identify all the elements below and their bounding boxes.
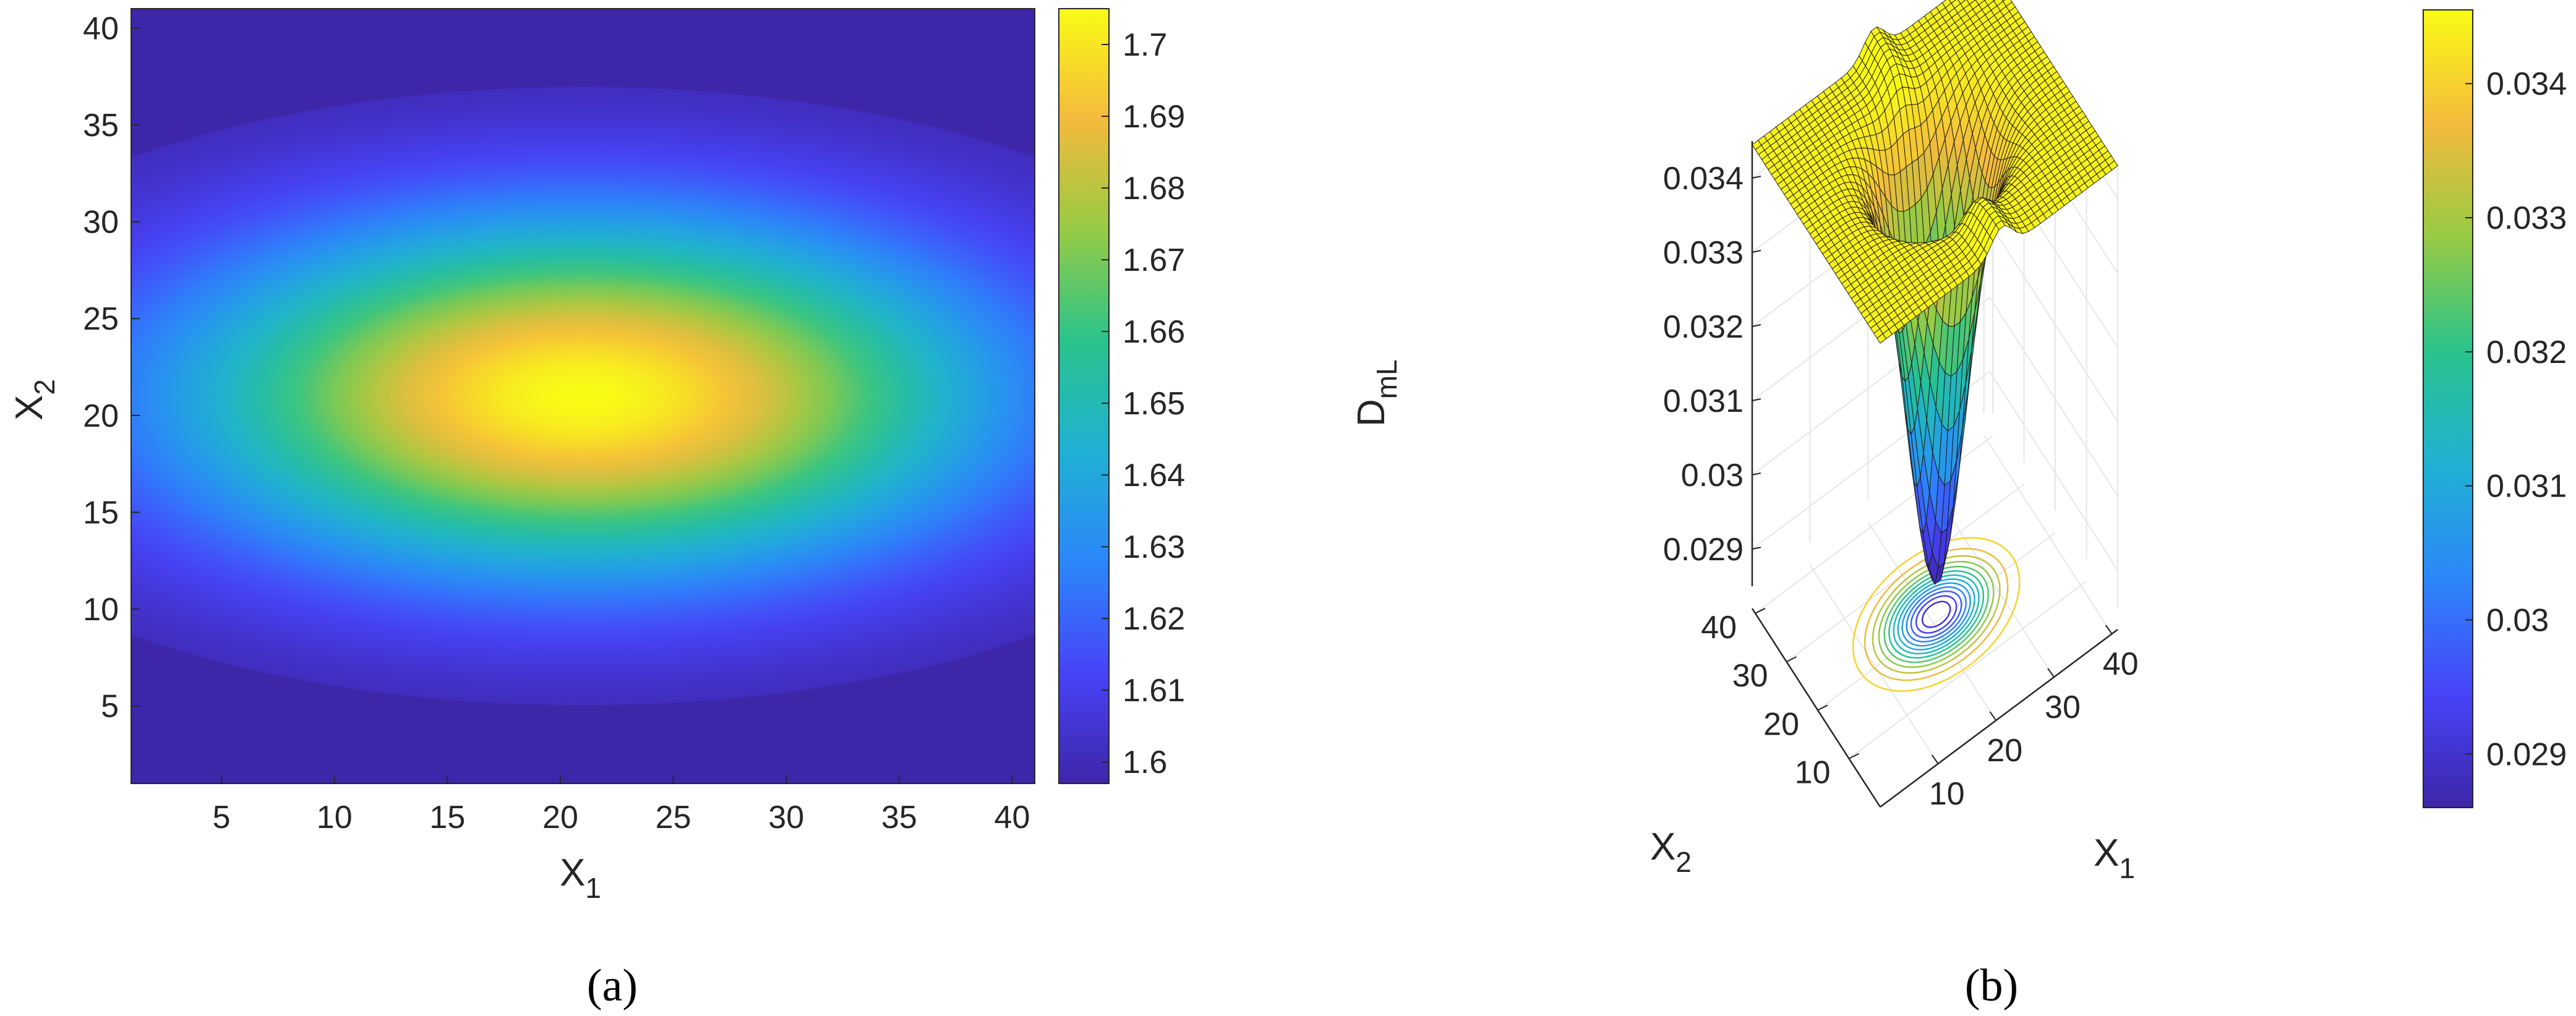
panel-b-surface: 10 20 30 40 10 20 30 40 0.029 0.03 0.031 0.032 0.033…: [1350, 0, 2567, 1011]
z-tick-label: 0.031: [1663, 383, 1744, 419]
colorbar-tick-label: 0.029: [2486, 736, 2567, 772]
heatmap-x-axis-label: X1: [560, 852, 601, 904]
x1-tick: [2047, 668, 2055, 678]
heatmap-y-tick-label: 40: [83, 11, 119, 46]
x1-tick: [2105, 625, 2113, 634]
colorbar-tick-label: 1.67: [1123, 242, 1185, 278]
heatmap-y-tick-label: 15: [83, 495, 119, 531]
panel-a-heatmap: 5 10 15 20 25 30 35 40 5 10 15 20 25 30 35 40 X1 X2 1.…: [8, 8, 1185, 1011]
surface-axes: 10 20 30 40 10 20 30 40 0.029 0.03 0.031 0.032 0.033…: [1663, 141, 2139, 812]
heatmap-y-tick-label: 35: [83, 108, 119, 143]
contour-line: [1906, 586, 1967, 643]
x1-axis-line: [1880, 628, 2118, 808]
z-tick-label: 0.029: [1663, 532, 1744, 568]
x1-tick: [1989, 711, 1997, 721]
x2-axis-line: [1751, 608, 1881, 808]
surface-x-axis-label: X1: [2094, 832, 2135, 884]
grid-line: [1809, 565, 1939, 764]
contour-line: [1893, 574, 1980, 655]
z-tick: [1752, 250, 1761, 253]
z-tick: [1752, 472, 1761, 476]
colorbar-tick-label: 1.69: [1123, 99, 1185, 135]
grid-line: [1752, 370, 2118, 571]
heatmap-x-tick-label: 20: [542, 800, 578, 835]
grid-line: [1752, 296, 2118, 497]
heatmap-y-tick-label: 20: [83, 398, 119, 434]
heatmap-x-tick-label: 35: [881, 800, 917, 835]
colorbar-tick-label: 1.68: [1123, 171, 1185, 207]
heatmap-x-tick-label: 40: [995, 800, 1030, 835]
colorbar-tick-label: 1.66: [1123, 314, 1185, 350]
contour-line: [1921, 600, 1951, 628]
colorbar-tick-label: 0.03: [2486, 602, 2549, 638]
surface-patch: [1876, 333, 1887, 344]
x2-tick: [1786, 656, 1797, 663]
colorbar-tick-label: 1.64: [1123, 458, 1185, 493]
x2-tick: [1755, 607, 1766, 614]
z-tick-label: 0.032: [1663, 309, 1744, 345]
heatmap-x-tick-label: 10: [317, 800, 353, 835]
grid-line: [1848, 580, 2087, 759]
z-tick-label: 0.03: [1681, 458, 1744, 493]
panel-a-label: (a): [587, 960, 638, 1011]
contour-line: [1915, 595, 1958, 634]
z-tick: [1752, 324, 1761, 327]
heatmap-y-ticks: 5 10 15 20 25 30 35 40: [83, 11, 140, 725]
heatmap-y-tick-label: 10: [83, 592, 119, 628]
colorbar-tick-label: 1.7: [1123, 27, 1167, 63]
colorbar-tick-label: 1.65: [1123, 386, 1185, 422]
colorbar-tick-label: 1.62: [1123, 601, 1185, 637]
colorbar-a-ticks: 1.6 1.61 1.62 1.63 1.64 1.65 1.66 1.67 1.68 1.69 1…: [1102, 27, 1185, 780]
x1-tick-label: 10: [1929, 776, 1965, 812]
x1-tick-label: 20: [1987, 733, 2022, 769]
surface-y-axis-label: X2: [1650, 826, 1692, 878]
colorbar-tick-label: 0.033: [2486, 200, 2567, 236]
colorbar-tick-label: 0.032: [2486, 335, 2567, 370]
heatmap-x-ticks: 5 10 15 20 25 30 35 40: [213, 775, 1030, 835]
x2-tick-label: 30: [1732, 658, 1768, 694]
z-tick-label: 0.034: [1663, 161, 1744, 197]
heatmap-x-tick-label: 5: [213, 800, 231, 835]
colorbar-tick-label: 1.6: [1123, 745, 1167, 780]
x2-tick-label: 20: [1763, 706, 1799, 742]
contour-line: [1897, 578, 1975, 651]
surface-z-axis-label: DmL: [1350, 359, 1403, 427]
heatmap-y-tick-label: 5: [101, 689, 119, 725]
surface-mesh: [1752, 0, 2118, 586]
z-tick: [1752, 398, 1761, 401]
z-tick: [1752, 176, 1761, 179]
z-tick: [1752, 547, 1761, 550]
x1-tick-label: 40: [2103, 646, 2139, 682]
grid-line: [1983, 435, 2113, 634]
grid-line: [1867, 521, 1997, 721]
panel-b-label: (b): [1965, 960, 2018, 1011]
colorbar-tick-label: 1.61: [1123, 673, 1185, 709]
x2-tick: [1817, 704, 1828, 711]
colorbar-tick-label: 0.031: [2486, 469, 2567, 505]
x1-tick: [1931, 754, 1939, 764]
colorbar-b: [2423, 9, 2473, 808]
x2-tick: [1849, 753, 1859, 759]
colorbar-tick-label: 0.034: [2486, 66, 2567, 102]
heatmap-y-tick-label: 30: [83, 205, 119, 241]
heatmap-x-tick-label: 30: [768, 800, 804, 835]
colorbar-a: [1058, 8, 1110, 784]
x2-tick-label: 40: [1701, 610, 1737, 646]
x2-tick-label: 10: [1795, 755, 1831, 791]
heatmap-y-tick-label: 25: [83, 301, 119, 337]
heatmap-y-axis-label: X2: [8, 379, 61, 420]
contour-line: [1910, 590, 1962, 639]
contour-line: [1901, 582, 1971, 647]
contour-line: [1888, 570, 1985, 659]
colorbar-b-ticks: 0.029 0.03 0.031 0.032 0.033 0.034: [2465, 66, 2567, 772]
heatmap-peak-region: [131, 87, 1035, 706]
heatmap-x-tick-label: 25: [656, 800, 691, 835]
z-tick-label: 0.033: [1663, 235, 1744, 271]
heatmap-x-tick-label: 15: [429, 800, 465, 835]
heatmap-axes-box: [131, 8, 1035, 784]
x1-tick-label: 30: [2045, 689, 2081, 725]
colorbar-tick-label: 1.63: [1123, 529, 1185, 565]
